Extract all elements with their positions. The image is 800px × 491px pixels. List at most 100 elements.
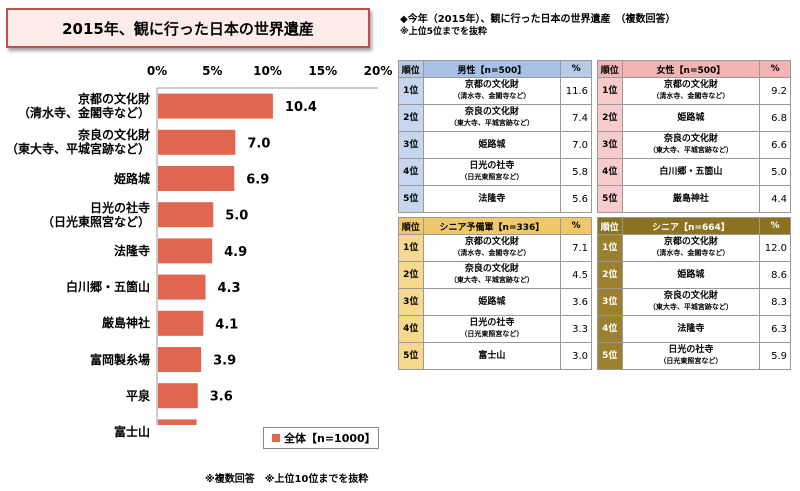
data-label: 10.4 (285, 100, 317, 115)
site-subtitle: （日光東照宮など） (460, 330, 524, 338)
site-name: 姫路城 (677, 269, 705, 280)
table-row: 1位 京都の文化財 （清水寺、金閣寺など） 7.1 (398, 234, 592, 262)
table-title: シニア【n=664】 (621, 217, 761, 235)
pct-cell: 5.6 (560, 185, 592, 213)
pct-cell: 6.8 (759, 104, 791, 132)
rank-cell: 2位 (597, 104, 623, 132)
rank-cell: 4位 (398, 315, 424, 343)
site-cell: 姫路城 (422, 288, 562, 316)
table-row: 5位 日光の社寺 （日光東照宮など） 5.9 (597, 342, 791, 370)
table-row: 3位 姫路城 3.6 (398, 288, 592, 316)
site-cell: 京都の文化財 （清水寺、金閣寺など） (621, 234, 761, 262)
table-row: 1位 京都の文化財 （清水寺、金閣寺など） 12.0 (597, 234, 791, 262)
ranking-table-senior-pre: 順位 シニア予備軍【n=336】% 1位 京都の文化財 （清水寺、金閣寺など） 7.1 2位… (398, 217, 592, 370)
category-label-line: 京都の文化財 (77, 92, 150, 107)
ranking-table-male: 順位 男性【n=500】% 1位 京都の文化財 （清水寺、金閣寺など） 11.6 2位 奈良の… (398, 60, 592, 213)
pct-cell: 3.6 (560, 288, 592, 316)
table-row: 4位 法隆寺 6.3 (597, 315, 791, 343)
pct-header: % (759, 60, 791, 78)
category-label-line: 白川郷・五箇山 (65, 280, 150, 295)
pct-cell: 4.5 (560, 261, 592, 289)
site-name: 奈良の文化財 (464, 107, 519, 117)
category-label-line: （日光東照宮など） (41, 214, 150, 229)
site-cell: 奈良の文化財 （東大寺、平城宮跡など） (422, 104, 562, 132)
category-label-line: 富士山 (113, 424, 150, 439)
category-label: 白川郷・五箇山 (66, 280, 150, 294)
category-label-line: 日光の社寺 (89, 200, 150, 215)
category-label-line: 奈良の文化財 (77, 128, 150, 143)
pct-cell: 4.4 (759, 185, 791, 213)
bar (158, 129, 236, 155)
table-row: 2位 姫路城 8.6 (597, 261, 791, 289)
ranking-table-senior: 順位 シニア【n=664】% 1位 京都の文化財 （清水寺、金閣寺など） 12.0 2位 姫路… (597, 217, 791, 370)
data-label: 6.9 (246, 173, 269, 188)
pct-cell: 7.0 (560, 131, 592, 159)
bar (158, 274, 206, 300)
legend-label: 全体【n=1000】 (284, 432, 376, 445)
category-label: 京都の文化財 （清水寺、金閣寺など） (18, 92, 150, 120)
site-name: 日光の社寺 (469, 318, 515, 328)
data-label: 3.6 (210, 390, 233, 405)
table-title: シニア予備軍【n=336】 (422, 217, 562, 235)
legend-swatch (272, 434, 280, 442)
site-subtitle: （東大寺、平城宮跡など） (648, 146, 733, 154)
pct-header: % (560, 60, 592, 78)
category-label: 平泉 (126, 389, 150, 403)
site-subtitle: （清水寺、金閣寺など） (652, 92, 730, 100)
table-row: 3位 姫路城 7.0 (398, 131, 592, 159)
site-cell: 京都の文化財 （清水寺、金閣寺など） (621, 77, 761, 105)
site-subtitle: （清水寺、金閣寺など） (453, 249, 531, 257)
bar (158, 238, 213, 264)
category-label: 富士山 (114, 425, 150, 439)
rank-cell: 1位 (597, 234, 623, 262)
table-row: 1位 京都の文化財 （清水寺、金閣寺など） 11.6 (398, 77, 592, 105)
site-name: 京都の文化財 (663, 80, 718, 90)
bar (158, 93, 273, 119)
site-cell: 京都の文化財 （清水寺、金閣寺など） (422, 77, 562, 105)
table-row: 3位 奈良の文化財 （東大寺、平城宮跡など） 6.6 (597, 131, 791, 159)
site-cell: 奈良の文化財 （東大寺、平城宮跡など） (621, 288, 761, 316)
table-row: 3位 奈良の文化財 （東大寺、平城宮跡など） 8.3 (597, 288, 791, 316)
site-name: 日光の社寺 (668, 345, 714, 355)
pct-cell: 5.0 (759, 158, 791, 186)
rank-cell: 4位 (597, 158, 623, 186)
table-row: 1位 京都の文化財 （清水寺、金閣寺など） 9.2 (597, 77, 791, 105)
pct-cell: 7.1 (560, 234, 592, 262)
category-label: 奈良の文化財 （東大寺、平城宮跡など） (6, 128, 150, 156)
rank-cell: 3位 (398, 288, 424, 316)
rank-cell: 3位 (597, 288, 623, 316)
data-label: 4.3 (218, 281, 241, 296)
site-cell: 奈良の文化財 （東大寺、平城宮跡など） (422, 261, 562, 289)
pct-cell: 12.0 (759, 234, 791, 262)
rank-cell: 1位 (597, 77, 623, 105)
category-label-line: 富岡製糸場 (89, 352, 150, 367)
site-cell: 姫路城 (422, 131, 562, 159)
rank-cell: 1位 (398, 77, 424, 105)
category-label: 姫路城 (114, 172, 150, 186)
category-label-line: 法隆寺 (113, 243, 150, 258)
pct-cell: 11.6 (560, 77, 592, 105)
pct-header: % (759, 217, 791, 235)
site-cell: 日光の社寺 （日光東照宮など） (621, 342, 761, 370)
pct-cell: 9.2 (759, 77, 791, 105)
site-name: 富士山 (478, 350, 506, 361)
category-label: 法隆寺 (114, 244, 150, 258)
data-label: 4.9 (224, 245, 247, 260)
rank-cell: 3位 (398, 131, 424, 159)
x-tick-label: 5% (202, 64, 222, 78)
rank-cell: 5位 (597, 342, 623, 370)
rank-cell: 2位 (597, 261, 623, 289)
table-row: 5位 厳島神社 4.4 (597, 185, 791, 213)
pct-cell: 3.3 (560, 315, 592, 343)
site-name: 奈良の文化財 (663, 291, 718, 301)
site-name: 日光の社寺 (469, 161, 515, 171)
table-row: 2位 奈良の文化財 （東大寺、平城宮跡など） 7.4 (398, 104, 592, 132)
category-label: 富岡製糸場 (90, 353, 150, 367)
site-name: 奈良の文化財 (663, 134, 718, 144)
site-subtitle: （東大寺、平城宮跡など） (449, 276, 534, 284)
pct-cell: 7.4 (560, 104, 592, 132)
x-tick-label: 10% (253, 64, 282, 78)
site-cell: 日光の社寺 （日光東照宮など） (422, 315, 562, 343)
data-label: 3.9 (213, 354, 236, 369)
bar (158, 166, 235, 191)
